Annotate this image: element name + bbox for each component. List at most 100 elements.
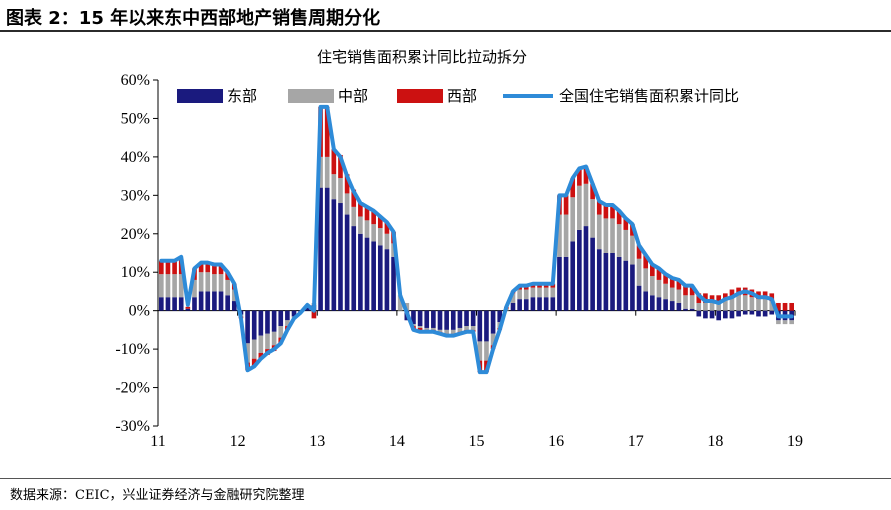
bar-segment xyxy=(650,276,655,296)
y-tick-label: -10% xyxy=(115,341,150,358)
bar-segment xyxy=(311,310,317,319)
bar-segment xyxy=(165,274,171,298)
x-tick-label: 17 xyxy=(628,433,644,450)
figure-title: 图表 2：15 年以来东中西部地产销售周期分化 xyxy=(6,8,381,29)
bar-segment xyxy=(776,320,781,325)
bar-segment xyxy=(523,299,529,311)
bar-segment xyxy=(723,310,728,319)
bar-segment xyxy=(198,291,204,311)
bar-segment xyxy=(636,258,642,286)
bar-segment xyxy=(723,293,728,300)
bar-segment xyxy=(331,174,337,200)
bar-segment xyxy=(603,204,609,219)
bar-segment xyxy=(689,285,695,296)
bar-segment xyxy=(676,289,682,303)
bar-segment xyxy=(643,268,649,292)
bar-segment xyxy=(610,218,615,253)
bar-segment xyxy=(550,297,556,311)
source-rule xyxy=(0,478,891,479)
bar-segment xyxy=(218,291,224,311)
y-tick-label: 60% xyxy=(121,72,150,89)
bar-segment xyxy=(683,285,688,296)
bar-segment xyxy=(623,218,629,230)
x-tick-label: 13 xyxy=(309,433,325,450)
bar-segment xyxy=(669,277,675,288)
bar-segment xyxy=(510,302,516,311)
bar-segment xyxy=(278,326,284,338)
bar-segment xyxy=(159,274,164,298)
bar-segment xyxy=(344,193,350,215)
bar-segment xyxy=(271,310,277,332)
bar-segment xyxy=(351,189,357,207)
bar-segment xyxy=(610,204,615,219)
bar-segment xyxy=(218,274,224,292)
legend: 东部 中部 西部 全国住宅销售面积累计同比 xyxy=(177,87,739,105)
bar-segment xyxy=(683,295,688,309)
bar-segment xyxy=(212,264,217,275)
bar-segment xyxy=(172,260,177,275)
bar-segment xyxy=(709,310,715,319)
bar-segment xyxy=(417,326,423,328)
bar-segment xyxy=(650,295,655,311)
bar-segment xyxy=(703,302,708,311)
bar-segment xyxy=(689,308,695,311)
legend-label: 西部 xyxy=(447,87,477,105)
bar-segment xyxy=(603,253,609,311)
chart-title: 住宅销售面积累计同比拉动拆分 xyxy=(317,48,527,66)
bar-segment xyxy=(616,224,622,257)
bar-segment xyxy=(205,291,211,311)
bar-segment xyxy=(258,352,264,359)
bar-segment xyxy=(477,310,483,342)
bar-segment xyxy=(749,310,755,315)
bar-segment xyxy=(437,329,443,332)
bar-segment xyxy=(371,224,376,242)
bar-segment xyxy=(271,331,277,346)
bar-segment xyxy=(198,272,204,292)
bar-segment xyxy=(331,149,337,175)
bar-segment xyxy=(537,287,542,298)
bar-segment xyxy=(344,214,350,311)
bar-segment xyxy=(185,308,191,311)
bar-segment xyxy=(484,341,489,361)
bar-segment xyxy=(583,183,589,227)
bar-segment xyxy=(756,310,761,317)
bar-segment xyxy=(716,302,722,311)
bar-segment xyxy=(736,295,741,311)
bar-segment xyxy=(450,310,456,330)
bar-segment xyxy=(251,358,257,367)
bar-segment xyxy=(557,256,562,311)
bar-segment xyxy=(258,335,264,353)
bar-segment xyxy=(590,237,595,311)
bar-segment xyxy=(384,233,390,250)
bar-segment xyxy=(709,302,715,311)
bar-segment xyxy=(351,226,357,311)
bar-segment xyxy=(391,256,396,311)
legend-swatch xyxy=(177,89,223,103)
bar-segment xyxy=(776,302,781,311)
bar-segment xyxy=(630,264,635,311)
bar-segment xyxy=(245,343,250,363)
bar-segment xyxy=(650,264,655,277)
bar-segment xyxy=(338,203,343,311)
bar-segment xyxy=(590,183,595,200)
bar-segment xyxy=(364,206,370,221)
bar-segment xyxy=(470,310,476,327)
bar-segment xyxy=(570,178,576,198)
bar-segment xyxy=(716,310,722,321)
legend-label: 中部 xyxy=(338,87,368,105)
bar-segment xyxy=(470,326,476,330)
bar-segment xyxy=(364,220,370,238)
bar-segment xyxy=(676,302,682,311)
bar-segment xyxy=(218,264,224,275)
bar-segment xyxy=(610,253,615,311)
bar-segment xyxy=(517,299,522,311)
bar-segment xyxy=(623,260,629,311)
bar-segment xyxy=(318,187,323,311)
bar-segment xyxy=(411,310,416,325)
bar-segment xyxy=(464,326,469,330)
bar-segment xyxy=(703,310,708,319)
x-tick-label: 19 xyxy=(787,433,803,450)
bar-segment xyxy=(676,279,682,290)
bar-segment xyxy=(543,297,549,311)
bar-segment xyxy=(384,249,390,311)
